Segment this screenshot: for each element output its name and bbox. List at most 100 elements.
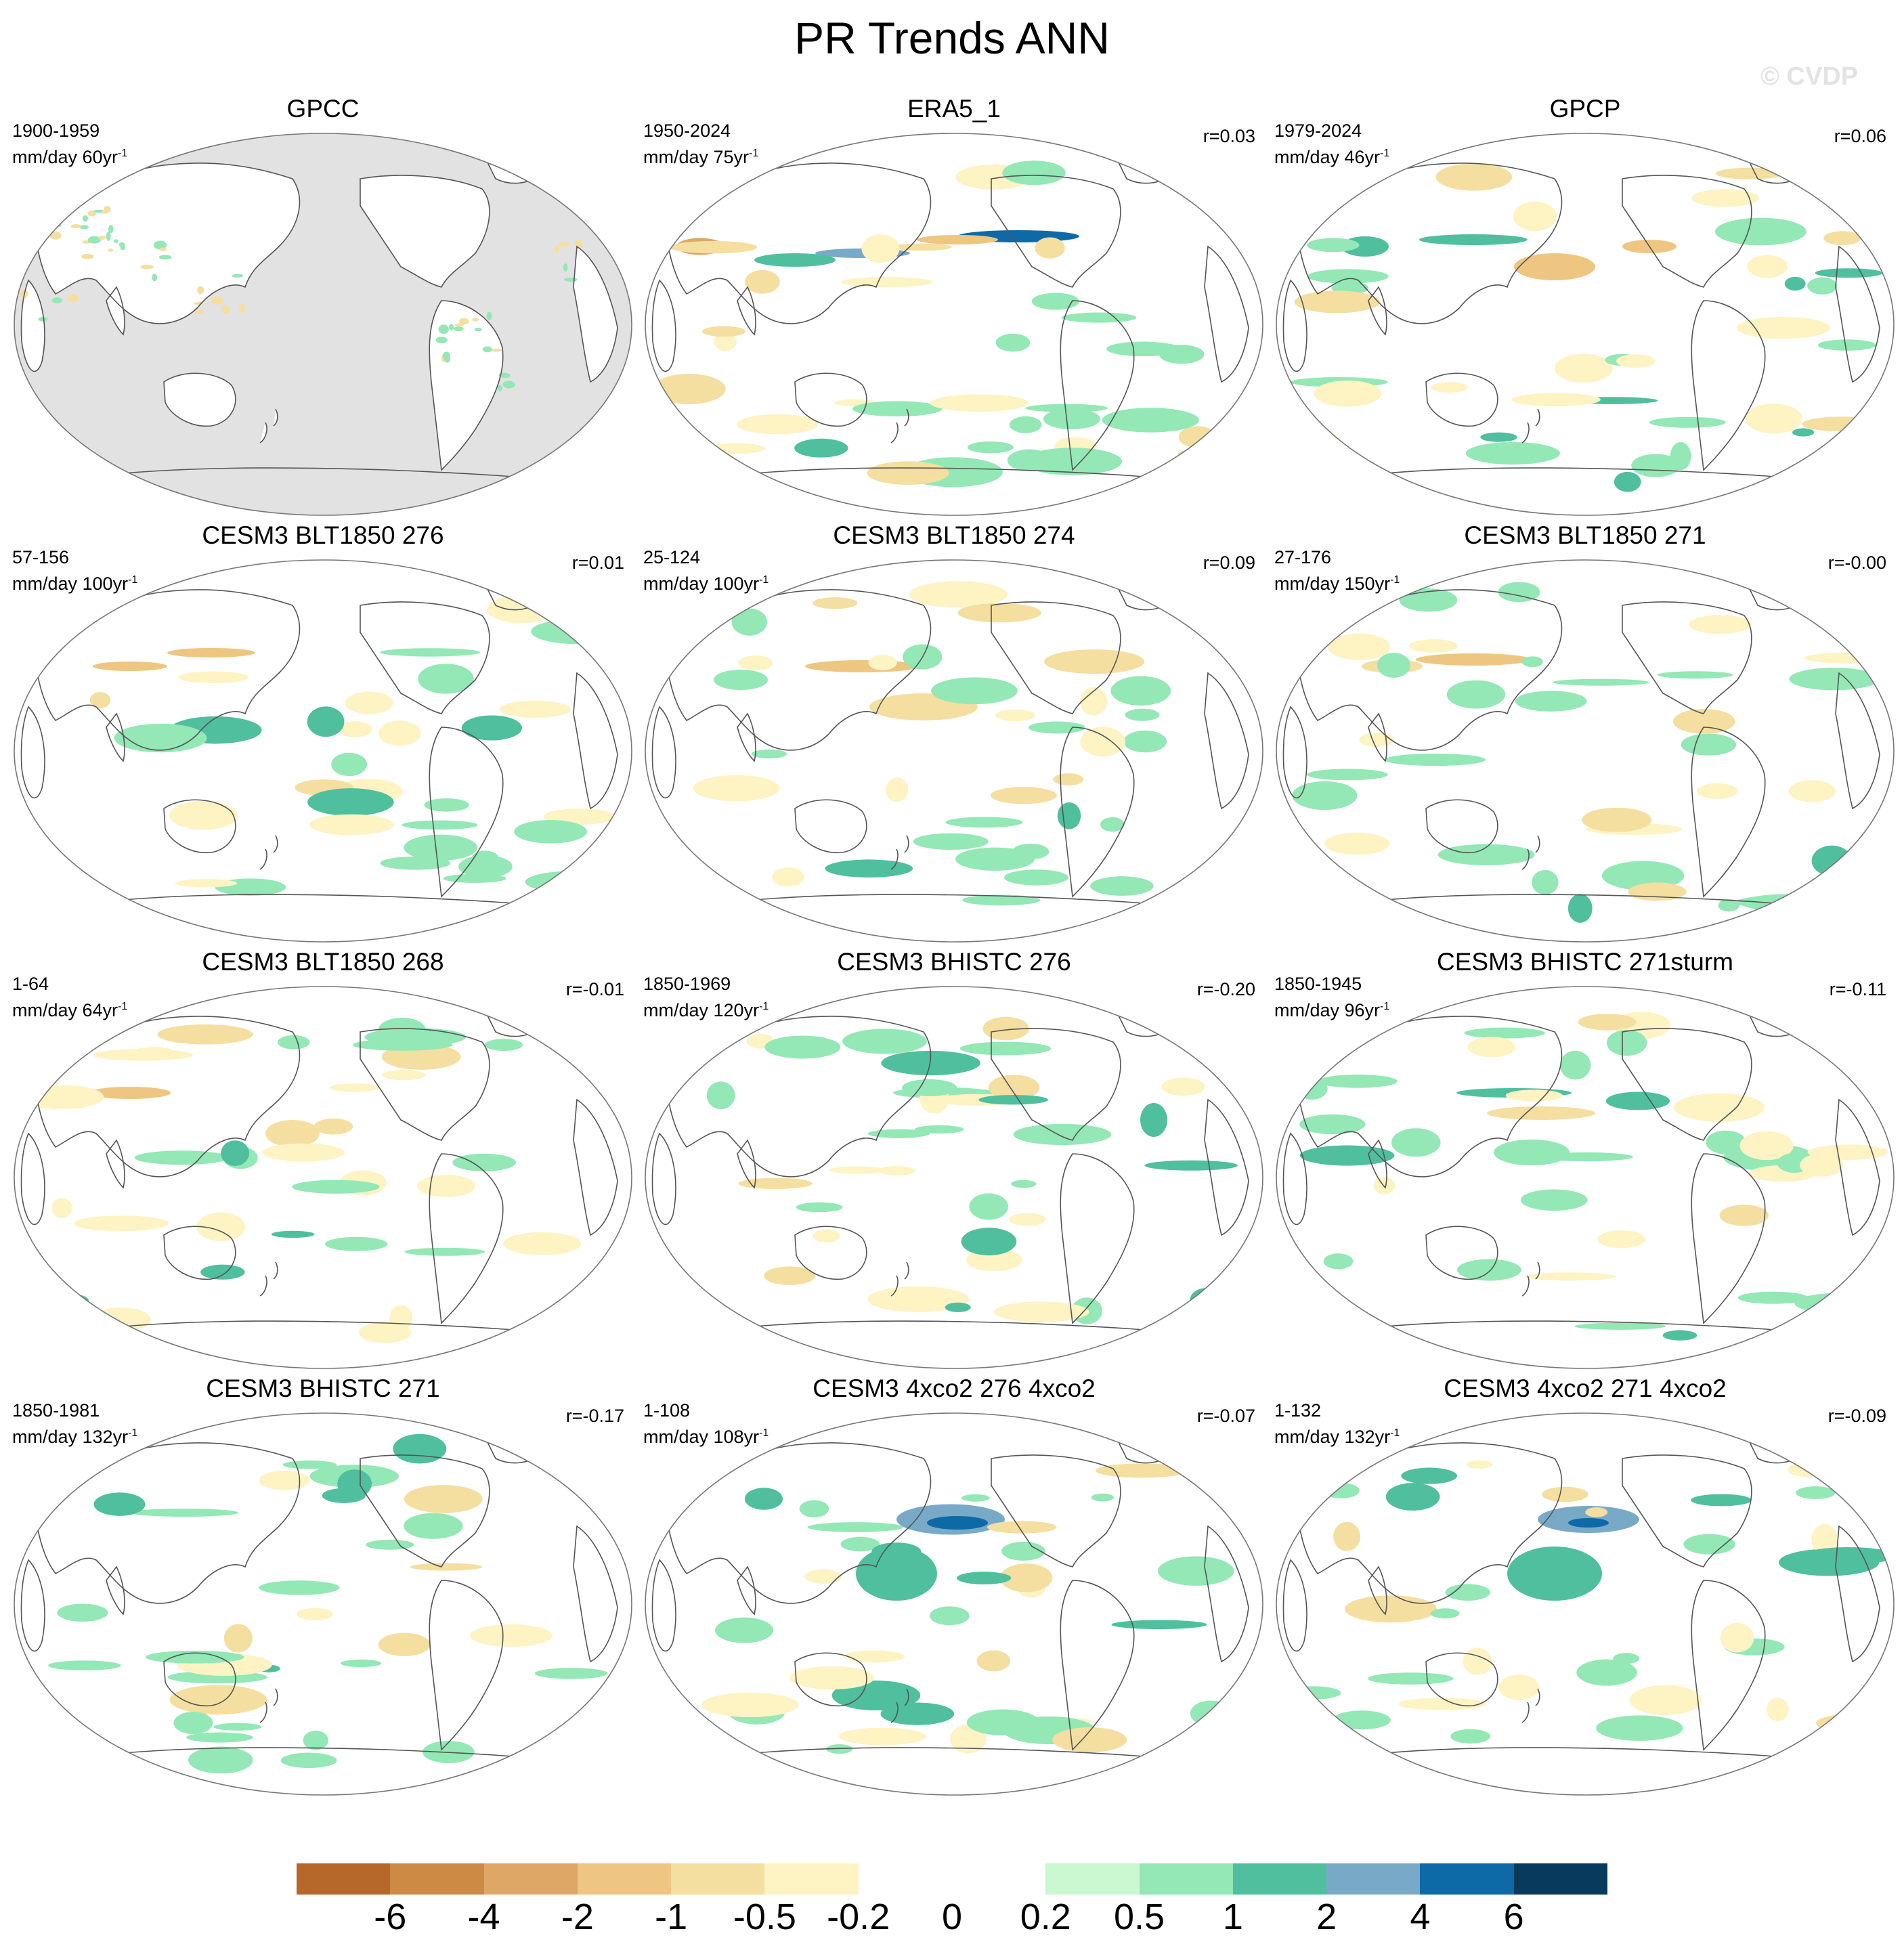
anomaly-region	[789, 1666, 875, 1690]
anomaly-region	[995, 333, 1031, 352]
map-border	[14, 133, 632, 516]
anomaly-region	[1323, 1483, 1360, 1498]
colorbar-tick-label: 6	[1503, 1897, 1524, 1937]
colorbar-tick-label: -6	[374, 1897, 407, 1937]
coastline	[794, 1226, 867, 1280]
anomaly-region	[813, 597, 858, 609]
anomaly-region	[469, 1624, 553, 1647]
anomaly-region	[995, 709, 1036, 722]
coastline	[106, 1139, 125, 1189]
anomaly-region	[1631, 454, 1681, 477]
anomaly-region	[307, 706, 345, 737]
pattern-correlation: r=-0.01	[565, 979, 624, 999]
colorbar-swatch	[1232, 1863, 1327, 1895]
coastline	[360, 1454, 490, 1567]
anomaly-region	[337, 1469, 372, 1498]
anomaly-region	[878, 1166, 915, 1175]
anomaly-region	[714, 670, 768, 690]
anomaly-region	[945, 817, 1023, 828]
coastline	[651, 1132, 676, 1226]
panel-title: GPCC	[286, 95, 360, 123]
anomaly-region	[158, 255, 172, 260]
coastline	[573, 245, 618, 383]
pattern-correlation: r=-0.11	[1829, 979, 1886, 999]
world-map	[645, 1412, 1263, 1796]
anomaly-region	[26, 1323, 102, 1339]
map-panel: GPCC 1900-1959 mm/day 60yr-1	[8, 95, 638, 528]
map-background	[14, 560, 632, 942]
anomaly-region	[982, 1016, 1029, 1041]
map-border	[1276, 986, 1895, 1369]
anomaly-region	[153, 240, 167, 250]
period-label: 25-124	[643, 547, 701, 567]
coastline	[35, 589, 301, 751]
anomaly-region	[1307, 269, 1389, 284]
anomaly-region	[1511, 393, 1601, 407]
coastline	[1691, 1153, 1766, 1324]
anomaly-region	[102, 209, 108, 214]
map-border	[14, 559, 632, 943]
anomaly-region	[1800, 1153, 1844, 1177]
anomaly-region	[410, 1563, 482, 1571]
period-label: 1-64	[12, 974, 49, 994]
anomaly-region	[1123, 730, 1167, 753]
anomaly-region	[978, 1095, 1048, 1105]
pattern-correlation: r=-0.17	[565, 1406, 624, 1426]
anomaly-region	[961, 1494, 990, 1502]
anomaly-region	[1457, 1259, 1521, 1281]
anomaly-region	[738, 1177, 813, 1190]
anomaly-region	[988, 1075, 1040, 1100]
anomaly-region	[731, 608, 767, 636]
anomaly-region	[1817, 339, 1876, 351]
anomaly-region	[1003, 869, 1068, 886]
anomaly-region	[1430, 1608, 1460, 1619]
anomaly-region	[259, 1470, 310, 1490]
panel-metadata: 27-176 mm/day 150yr-1	[1274, 546, 1400, 595]
units-label: mm/day 100yr-1	[12, 574, 138, 594]
anomaly-region	[531, 619, 623, 645]
anomaly-region	[1314, 380, 1382, 407]
panel-metadata: 1950-2024 mm/day 75yr-1	[643, 119, 758, 169]
anomaly-region	[606, 241, 613, 245]
anomaly-region	[345, 691, 393, 714]
anomaly-region	[461, 715, 523, 741]
anomaly-region	[1398, 1698, 1486, 1710]
period-label: 1900-1959	[12, 121, 100, 141]
coastline	[106, 1565, 125, 1616]
anomaly-region	[867, 1129, 930, 1138]
anomaly-region	[1430, 382, 1468, 393]
panel-title: CESM3 4xco2 276 4xco2	[813, 1375, 1096, 1402]
coastline	[360, 175, 490, 288]
world-map	[14, 133, 632, 516]
anomaly-region	[1053, 773, 1084, 786]
colorbar-swatch	[1045, 1863, 1140, 1895]
anomaly-region	[1175, 894, 1241, 913]
period-label: 1850-1945	[1274, 974, 1362, 994]
panel-metadata: 1850-1945 mm/day 96yr-1	[1274, 972, 1389, 1022]
panel-metadata: 57-156 mm/day 100yr-1	[12, 546, 137, 595]
anomaly-region	[799, 1500, 829, 1518]
anomaly-region	[37, 1293, 89, 1309]
anomaly-region	[108, 225, 114, 234]
period-label: 27-176	[1274, 547, 1332, 567]
anomaly-region	[1493, 1139, 1570, 1166]
coastline	[163, 799, 236, 854]
anomaly-region	[813, 1229, 840, 1242]
anomaly-region	[51, 1198, 72, 1219]
panel-metadata: 1900-1959 mm/day 60yr-1	[12, 119, 127, 169]
anomaly-region	[1559, 1050, 1591, 1080]
anomaly-region	[1011, 1180, 1037, 1188]
anomaly-region	[404, 1485, 483, 1513]
anomaly-region	[416, 1175, 476, 1197]
anomaly-region	[486, 311, 492, 321]
panel-metadata: 1850-1981 mm/day 132yr-1	[12, 1399, 137, 1448]
map-panel: CESM3 BHISTC 271 1850-1981 mm/day 132yr-1 r…	[8, 1375, 638, 1808]
anomaly-region	[438, 324, 449, 334]
anomaly-region	[194, 309, 204, 315]
coastline	[1204, 1098, 1249, 1236]
anomaly-region	[1796, 1486, 1836, 1499]
anomaly-region	[453, 326, 464, 332]
land-area	[106, 287, 125, 334]
anomaly-region	[1294, 290, 1380, 313]
units-label: mm/day 150yr-1	[1274, 574, 1400, 594]
